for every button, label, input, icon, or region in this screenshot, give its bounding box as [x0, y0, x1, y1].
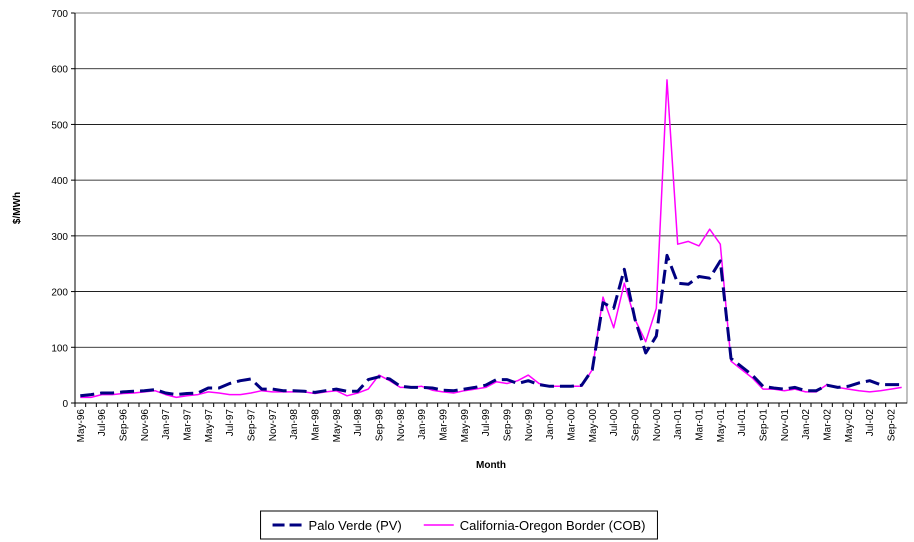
x-tick-label: May-02: [844, 409, 855, 443]
x-tick-label: Nov-01: [780, 409, 791, 442]
x-tick-label: Mar-02: [823, 409, 834, 441]
legend-label: California-Oregon Border (COB): [460, 518, 646, 533]
y-tick-label: 600: [51, 65, 68, 76]
legend-label: Palo Verde (PV): [309, 518, 402, 533]
y-axis-title: $/MWh: [12, 192, 23, 224]
x-tick-label: Jul-01: [737, 409, 748, 437]
legend-box: [260, 510, 658, 540]
x-tick-label: Sep-00: [631, 409, 642, 442]
x-tick-label: Nov-99: [524, 409, 535, 442]
x-tick-label: Mar-00: [567, 409, 578, 441]
x-tick-label: May-01: [716, 409, 727, 443]
x-tick-label: Nov-00: [652, 409, 663, 442]
x-tick-label: Sep-97: [247, 409, 258, 442]
legend: Palo Verde (PV) California-Oregon Border …: [260, 510, 658, 540]
x-tick-label: May-97: [204, 409, 215, 443]
x-tick-label: May-98: [332, 409, 343, 443]
x-axis-title: Month: [476, 460, 506, 471]
x-tick-label: Jul-00: [609, 409, 620, 437]
x-tick-label: Sep-98: [375, 409, 386, 442]
x-tick-label: Mar-01: [695, 409, 706, 441]
x-tick-label: Jul-97: [225, 409, 236, 437]
x-tick-label: Mar-97: [183, 409, 194, 441]
x-tick-label: Nov-96: [140, 409, 151, 442]
y-tick-label: 500: [51, 120, 68, 131]
x-tick-label: Nov-98: [396, 409, 407, 442]
x-tick-label: May-00: [588, 409, 599, 443]
x-tick-label: Sep-96: [119, 409, 130, 442]
x-tick-label: Mar-99: [439, 409, 450, 441]
x-tick-label: Jul-98: [353, 409, 364, 437]
x-tick-label: Jul-02: [865, 409, 876, 437]
x-tick-label: Sep-99: [503, 409, 514, 442]
series-line: [80, 79, 902, 399]
y-tick-label: 200: [51, 288, 68, 299]
y-tick-label: 300: [51, 232, 68, 243]
x-tick-label: Mar-98: [311, 409, 322, 441]
x-tick-label: Jan-02: [801, 409, 812, 440]
y-tick-label: 400: [51, 176, 68, 187]
x-tick-label: Jan-97: [161, 409, 172, 440]
x-tick-label: Nov-97: [268, 409, 279, 442]
x-tick-label: Sep-01: [759, 409, 770, 442]
x-tick-label: May-99: [460, 409, 471, 443]
x-tick-label: Jan-01: [673, 409, 684, 440]
x-tick-label: Jan-99: [417, 409, 428, 440]
series-line: [80, 253, 902, 398]
y-tick-label: 700: [51, 9, 68, 20]
x-tick-label: Jul-96: [97, 409, 108, 437]
plot-frame: [74, 12, 908, 404]
y-tick-label: 100: [51, 343, 68, 354]
x-tick-label: Sep-02: [887, 409, 898, 442]
y-tick-label: 0: [62, 399, 68, 410]
x-tick-label: Jul-99: [481, 409, 492, 437]
x-tick-label: Jan-00: [545, 409, 556, 440]
x-tick-label: May-96: [76, 409, 87, 443]
x-tick-label: Jan-98: [289, 409, 300, 440]
